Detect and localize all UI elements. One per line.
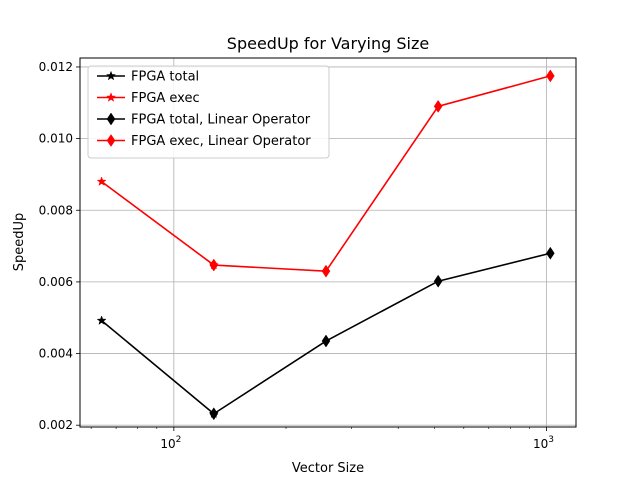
data-point <box>321 264 331 278</box>
legend-marker <box>105 92 117 102</box>
y-tick-label: 0.002 <box>39 418 73 432</box>
data-point <box>546 69 555 83</box>
series-line <box>101 180 215 266</box>
y-tick-label: 0.010 <box>39 132 73 146</box>
chart-title: SpeedUp for Varying Size <box>227 34 429 53</box>
series-2 <box>209 246 555 421</box>
x-tick-label: 102 <box>160 435 181 451</box>
series-line <box>101 319 215 415</box>
legend-label: FPGA exec, Linear Operator <box>131 134 311 149</box>
legend-item: FPGA exec, Linear Operator <box>97 134 311 149</box>
legend-label: FPGA total, Linear Operator <box>131 113 311 128</box>
series-line <box>213 252 551 415</box>
legend-label: FPGA exec <box>131 91 200 106</box>
data-point <box>546 246 555 260</box>
data-point <box>96 176 107 186</box>
legend-box <box>87 65 330 159</box>
y-tick-label: 0.008 <box>39 203 73 217</box>
data-point <box>321 334 331 348</box>
x-axis-label: Vector Size <box>292 461 364 476</box>
data-point <box>433 274 443 288</box>
legend-marker <box>106 112 116 126</box>
series-layer <box>96 69 555 421</box>
ticks: 0.002 0.004 0.006 0.008 0.010 0.012 102 103 <box>39 60 554 451</box>
legend-item: FPGA total <box>97 70 199 85</box>
data-point <box>209 258 219 272</box>
data-point <box>96 315 107 325</box>
legend-label: FPGA total <box>131 70 199 85</box>
series-3 <box>209 69 555 278</box>
legend-item: FPGA total, Linear Operator <box>97 113 311 128</box>
legend-item: FPGA exec <box>97 91 200 106</box>
y-tick-label: 0.012 <box>39 60 73 74</box>
data-point <box>209 407 219 421</box>
series-line <box>213 75 551 272</box>
legend-marker <box>105 70 117 81</box>
y-tick-label: 0.006 <box>39 275 73 289</box>
legend: FPGA total FPGA exec FPGA total, Linear Op… <box>87 65 330 159</box>
y-tick-label: 0.004 <box>39 347 73 361</box>
legend-marker <box>106 134 116 147</box>
x-tick-label: 103 <box>533 435 554 451</box>
y-axis-label: SpeedUp <box>12 213 27 272</box>
plot-frame <box>79 57 577 428</box>
data-point <box>433 99 443 113</box>
